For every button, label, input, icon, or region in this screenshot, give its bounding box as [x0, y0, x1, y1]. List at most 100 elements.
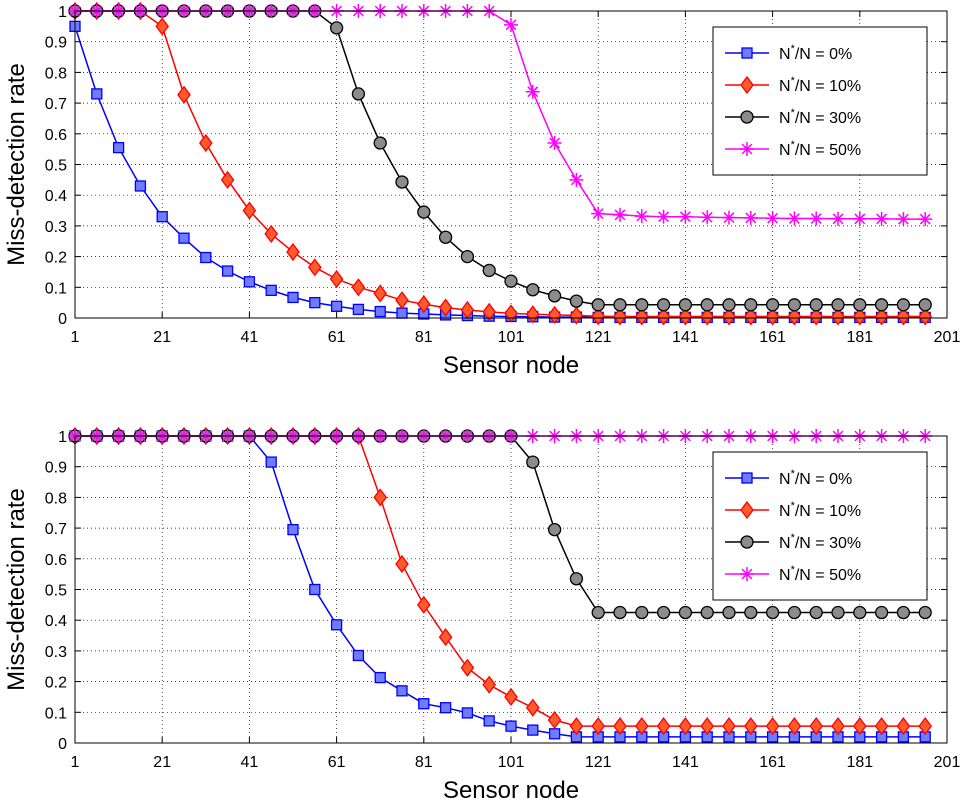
legend-label: N*/N = 50% [779, 139, 861, 159]
data-point [243, 276, 256, 288]
data-point [656, 298, 671, 312]
data-point [482, 675, 497, 694]
chart-panel-2: 1 21 41 61 81 101 121 141 161 181 20100.10.20.30.4… [3, 426, 961, 801]
x-tick-label: 1 [71, 329, 80, 346]
data-point [787, 717, 802, 736]
x-tick-label: 21 [153, 329, 171, 346]
data-point [505, 720, 517, 732]
data-point [177, 85, 191, 104]
data-point [395, 175, 409, 189]
y-tick-label: 0.7 [45, 96, 67, 113]
data-point [656, 307, 671, 326]
legend-label: N*/N = 10% [779, 500, 861, 520]
data-point [874, 717, 889, 736]
data-point [700, 210, 715, 225]
data-point [504, 274, 518, 288]
data-point [242, 201, 257, 220]
data-point [831, 307, 845, 326]
data-point [352, 303, 365, 316]
data-point [569, 306, 584, 325]
data-point [351, 87, 366, 101]
data-point [395, 291, 409, 310]
x-tick-label: 201 [934, 754, 961, 771]
data-point [547, 522, 562, 537]
y-tick-label: 0.1 [45, 705, 67, 722]
data-point [700, 307, 715, 326]
data-point [483, 715, 495, 727]
data-point [722, 717, 736, 736]
y-tick-label: 0 [58, 736, 67, 753]
x-tick-label: 101 [498, 329, 525, 346]
data-point [765, 298, 780, 312]
data-point [569, 717, 584, 736]
x-tick-label: 161 [759, 754, 786, 771]
data-point [438, 628, 453, 647]
y-tick-label: 0.9 [45, 460, 67, 477]
data-point [395, 554, 409, 574]
y-tick-label: 0.4 [45, 188, 67, 205]
data-point [634, 307, 649, 326]
x-tick-label: 61 [328, 754, 346, 771]
data-point [765, 307, 780, 326]
data-point [569, 572, 584, 586]
data-point [874, 605, 889, 620]
data-point [809, 211, 824, 226]
data-point [787, 307, 802, 326]
x-tick-label: 141 [672, 329, 699, 346]
data-point [678, 717, 693, 736]
legend-marker [740, 75, 754, 95]
data-point [656, 717, 671, 736]
data-point [722, 605, 736, 620]
y-tick-label: 1 [58, 4, 67, 21]
y-tick-label: 0 [58, 311, 67, 328]
x-tick-label: 41 [241, 329, 259, 346]
data-point [874, 211, 889, 226]
x-tick-label: 101 [498, 754, 525, 771]
data-point [178, 232, 190, 244]
data-point [678, 605, 693, 620]
data-point [896, 212, 911, 227]
x-tick-label: 141 [672, 754, 699, 771]
data-point [482, 302, 497, 321]
y-axis-label: Miss-detection rate [3, 488, 30, 691]
data-point [547, 305, 562, 325]
y-tick-label: 0.6 [45, 127, 67, 144]
legend-label: N*/N = 0% [779, 43, 852, 63]
data-point [482, 263, 496, 278]
data-point [329, 269, 344, 289]
data-point [569, 294, 584, 308]
legend-label: N*/N = 30% [779, 107, 861, 127]
data-point [744, 605, 758, 620]
x-tick-label: 181 [846, 754, 873, 771]
data-point [591, 605, 605, 620]
x-tick-label: 161 [759, 329, 786, 346]
data-point [634, 717, 649, 736]
data-point [439, 702, 452, 714]
data-point [134, 180, 147, 192]
data-point [417, 205, 431, 219]
data-point [809, 307, 824, 326]
y-tick-label: 0.7 [45, 521, 67, 538]
data-point [265, 456, 277, 468]
data-point [330, 619, 343, 631]
data-point [548, 728, 561, 740]
data-point [287, 523, 299, 536]
data-point [265, 284, 277, 297]
data-point [373, 488, 388, 507]
data-point [286, 242, 300, 262]
series-line [74, 26, 926, 319]
data-point [373, 284, 388, 303]
data-point [613, 605, 627, 620]
data-point [634, 209, 649, 224]
data-point [613, 298, 627, 312]
data-point [374, 671, 386, 684]
x-tick-label: 81 [415, 329, 433, 346]
x-axis-label: Sensor node [443, 777, 579, 801]
data-point [91, 88, 103, 100]
data-point [526, 283, 540, 297]
y-tick-label: 0.8 [45, 490, 67, 507]
data-point [656, 209, 671, 224]
data-point [896, 298, 911, 312]
x-tick-label: 61 [328, 329, 346, 346]
